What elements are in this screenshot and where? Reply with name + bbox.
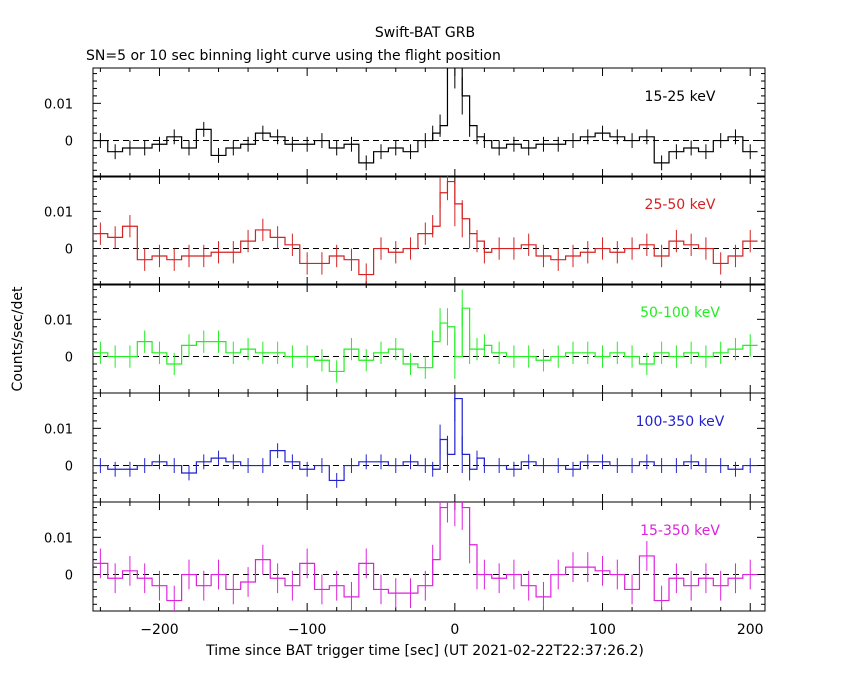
series-step-line: [93, 68, 758, 164]
x-axis-label: Time since BAT trigger time [sec] (UT 20…: [205, 643, 644, 659]
y-tick-label: 0: [65, 460, 73, 475]
panels-group: 0 0.01 15-25 keV 0 0.01 25-50 keV 0 0.01 50-100 …: [44, 67, 766, 638]
x-tick-label: 200: [737, 622, 764, 638]
panel-label: 15-25 keV: [645, 89, 716, 105]
panel-2: 0 0.01 25-50 keV: [44, 175, 766, 286]
panel-frame: [92, 67, 766, 178]
series-3: [93, 289, 758, 383]
panel-5: 0 0.01 15-350 keV −200 −100 0 100 200: [44, 501, 766, 638]
y-tick-label: 0: [65, 243, 73, 258]
y-tick-label: 0: [65, 569, 73, 584]
panel-label: 15-350 keV: [640, 523, 720, 539]
series-step-line: [93, 502, 758, 602]
y-tick-label: 0.01: [44, 422, 73, 437]
y-tick-label: 0.01: [44, 313, 73, 328]
series-4: [93, 393, 758, 488]
panel-label: 25-50 keV: [645, 197, 716, 213]
y-tick-label: 0.01: [44, 531, 73, 546]
y-tick-label: 0.01: [44, 205, 73, 220]
panel-label: 50-100 keV: [640, 305, 720, 321]
panel-4: 0 0.01 100-350 keV: [44, 392, 766, 503]
y-tick-label: 0: [65, 351, 73, 366]
chart-subtitle: SN=5 or 10 sec binning light curve using…: [86, 48, 501, 64]
x-tick-label: 0: [450, 622, 459, 638]
panel-label: 100-350 keV: [636, 414, 725, 430]
panel-1: 0 0.01 15-25 keV: [44, 67, 766, 178]
y-axis-label: Counts/sec/det: [10, 286, 26, 391]
panel-3: 0 0.01 50-100 keV: [44, 283, 766, 394]
panel-frame: [92, 283, 766, 394]
x-tick-label: 100: [589, 622, 616, 638]
panel-frame: [92, 175, 766, 286]
y-tick-label: 0: [65, 135, 73, 150]
panel-frame: [92, 501, 766, 612]
x-tick-label: −200: [140, 622, 178, 638]
y-tick-label: 0.01: [44, 97, 73, 112]
chart-title: Swift-BAT GRB: [375, 25, 475, 41]
series-2: [93, 176, 758, 285]
x-tick-label: −100: [288, 622, 326, 638]
series-1: [93, 68, 758, 171]
series-step-line: [93, 397, 758, 482]
panel-frame: [92, 392, 766, 503]
series-5: [93, 502, 758, 611]
